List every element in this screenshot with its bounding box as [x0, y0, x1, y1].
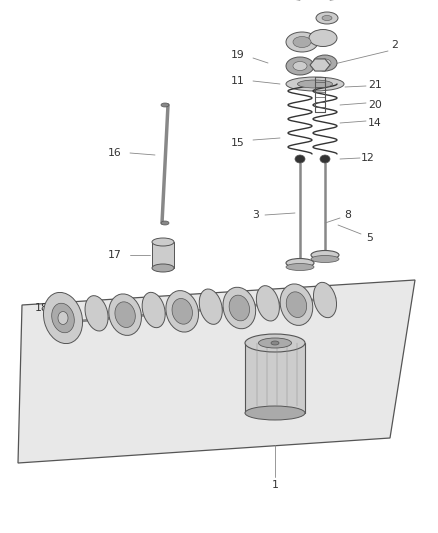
Text: 17: 17: [108, 250, 122, 260]
FancyBboxPatch shape: [152, 242, 174, 268]
Ellipse shape: [286, 77, 344, 91]
Ellipse shape: [109, 294, 141, 335]
Ellipse shape: [152, 264, 174, 272]
Ellipse shape: [309, 29, 337, 46]
Ellipse shape: [286, 57, 314, 75]
Ellipse shape: [286, 32, 318, 52]
Ellipse shape: [152, 238, 174, 246]
Ellipse shape: [295, 155, 305, 163]
Ellipse shape: [256, 286, 279, 321]
Ellipse shape: [314, 282, 336, 318]
Ellipse shape: [297, 80, 332, 88]
Ellipse shape: [223, 287, 256, 329]
Text: 16: 16: [108, 148, 122, 158]
Text: 11: 11: [231, 76, 245, 86]
Ellipse shape: [293, 36, 311, 47]
Text: 15: 15: [231, 138, 245, 148]
Ellipse shape: [229, 295, 250, 321]
Ellipse shape: [245, 334, 305, 352]
Text: 3: 3: [253, 210, 259, 220]
Ellipse shape: [271, 341, 279, 345]
Text: 14: 14: [368, 118, 382, 128]
Ellipse shape: [320, 155, 330, 163]
Ellipse shape: [319, 59, 331, 67]
Ellipse shape: [311, 251, 339, 260]
Ellipse shape: [199, 289, 223, 325]
Text: 1: 1: [272, 480, 279, 490]
Text: 20: 20: [368, 100, 382, 110]
Text: 12: 12: [361, 153, 375, 163]
Ellipse shape: [115, 302, 135, 327]
Ellipse shape: [58, 311, 68, 325]
FancyBboxPatch shape: [245, 343, 305, 413]
Polygon shape: [18, 280, 415, 463]
Text: 5: 5: [367, 233, 374, 243]
Polygon shape: [310, 59, 330, 71]
Ellipse shape: [311, 255, 339, 262]
Ellipse shape: [85, 296, 108, 331]
Text: 8: 8: [345, 210, 351, 220]
Ellipse shape: [161, 221, 169, 225]
Ellipse shape: [142, 292, 165, 328]
Text: 19: 19: [231, 50, 245, 60]
Text: 18: 18: [35, 303, 49, 313]
Ellipse shape: [286, 259, 314, 268]
Ellipse shape: [166, 290, 198, 332]
Ellipse shape: [313, 55, 337, 71]
Ellipse shape: [245, 406, 305, 420]
Ellipse shape: [52, 303, 74, 333]
Ellipse shape: [293, 61, 307, 70]
Ellipse shape: [43, 293, 82, 344]
Ellipse shape: [258, 338, 292, 348]
Ellipse shape: [286, 292, 307, 318]
Ellipse shape: [161, 103, 169, 107]
Ellipse shape: [316, 12, 338, 24]
Ellipse shape: [280, 284, 313, 326]
Ellipse shape: [322, 15, 332, 20]
Ellipse shape: [286, 263, 314, 271]
Text: 2: 2: [392, 40, 399, 50]
Text: 21: 21: [368, 80, 382, 90]
Ellipse shape: [172, 298, 192, 324]
